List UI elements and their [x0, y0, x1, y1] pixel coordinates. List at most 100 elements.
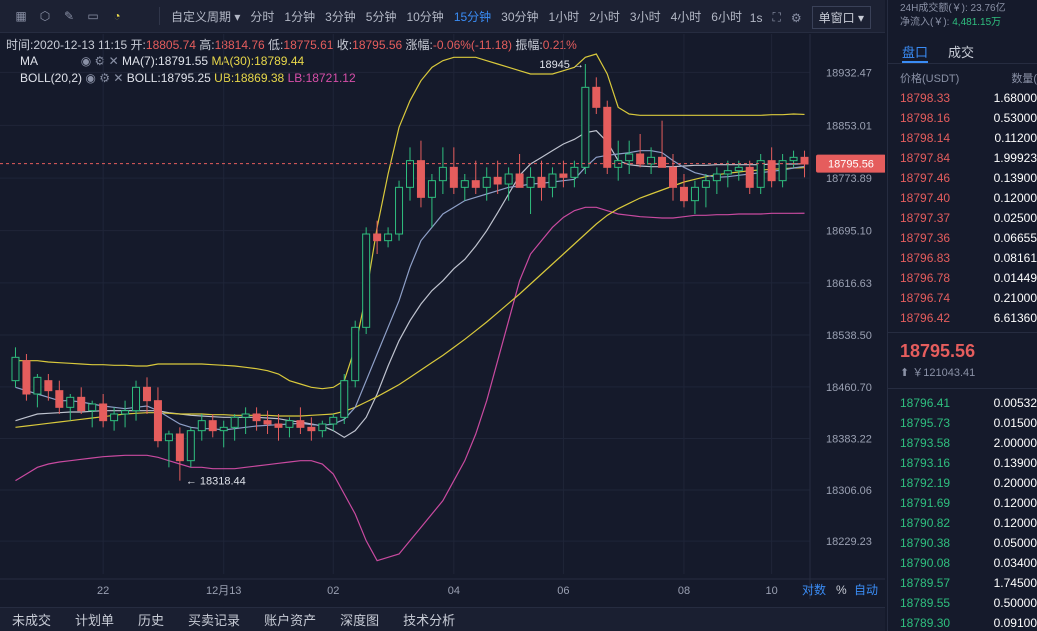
candle-body — [197, 420, 206, 432]
ask-row[interactable]: 18796.42 6.61360 — [888, 308, 1037, 328]
period-5[interactable]: 15分钟 — [453, 9, 492, 24]
settings-icon[interactable]: ⚙ — [94, 54, 106, 68]
ma30-value: MA(30):18789.44 — [211, 54, 305, 68]
bid-row[interactable]: 18789.55 0.50000 — [888, 593, 1037, 613]
period-6[interactable]: 30分钟 — [501, 9, 539, 24]
chart-svg[interactable]: 18932.47 18853.01 18773.89 18695.10 18616.63… — [0, 34, 886, 604]
single-window-dropdown[interactable]: 单窗口 ▾ — [811, 6, 871, 29]
period-10[interactable]: 4小时 — [670, 9, 702, 24]
current-price-label: 18795.56 — [828, 159, 874, 171]
candle-body — [460, 180, 469, 188]
ask-qty: 0.13900 — [993, 171, 1037, 185]
log-toggle[interactable]: 对数 — [802, 582, 826, 597]
layout-icon[interactable]: ▭ — [87, 9, 99, 23]
custom-period-dropdown[interactable]: 自定义周期 ▾ — [171, 9, 241, 24]
bid-row[interactable]: 18790.08 0.03400 — [888, 553, 1037, 573]
percent-toggle[interactable]: % — [836, 583, 847, 597]
y-tick-label: 18383.22 — [826, 434, 872, 446]
bottom-tab-5[interactable]: 深度图 — [340, 613, 380, 628]
chart-type-icon[interactable]: ▦ — [15, 9, 27, 23]
ma-legend: MA ◉ ⚙ ✕ MA(7):18791.55 MA(30):18789.44 — [20, 54, 304, 68]
candle-body — [285, 420, 294, 428]
ask-row[interactable]: 18797.46 0.13900 — [888, 168, 1037, 188]
ma7-value: MA(7):18791.55 — [122, 54, 209, 68]
ask-row[interactable]: 18797.40 0.12000 — [888, 188, 1037, 208]
period-11[interactable]: 6小时 — [711, 9, 742, 24]
toolbar-icons: ▦ ⬡ ✎ ▭ ◔ — [0, 9, 153, 23]
bid-qty: 0.50000 — [993, 596, 1037, 610]
interval-1s[interactable]: 1s — [749, 10, 763, 25]
indicator-icon[interactable]: ⬡ — [39, 9, 51, 23]
candle-body — [351, 326, 360, 382]
candle-body — [745, 166, 754, 188]
bid-row[interactable]: 18793.58 2.00000 — [888, 433, 1037, 453]
ask-row[interactable]: 18798.33 1.68000 — [888, 88, 1037, 108]
bottom-tab-2[interactable]: 历史 — [138, 613, 165, 628]
period-8[interactable]: 2小时 — [589, 9, 620, 24]
candle-body — [230, 416, 239, 428]
bottom-tab-0[interactable]: 未成交 — [12, 613, 52, 628]
candle-body — [427, 180, 436, 198]
change-label: 涨幅: — [405, 38, 433, 52]
ask-row[interactable]: 18797.36 0.06655 — [888, 228, 1037, 248]
bid-qty: 0.13900 — [993, 456, 1037, 470]
x-tick-label: 12月13 — [206, 585, 241, 597]
bid-row[interactable]: 18792.19 0.20000 — [888, 473, 1037, 493]
ask-row[interactable]: 18797.37 0.02500 — [888, 208, 1037, 228]
boll-lower-line — [15, 206, 805, 562]
ask-row[interactable]: 18796.78 0.01449 — [888, 268, 1037, 288]
ask-row[interactable]: 18796.74 0.21000 — [888, 288, 1037, 308]
candle-body — [186, 430, 195, 462]
toolbar-right: 1s ⛶ ⚙ 单窗口 ▾ — [750, 6, 871, 29]
auto-toggle[interactable]: 自动 — [854, 583, 878, 597]
ask-row[interactable]: 18798.16 0.53000 — [888, 108, 1037, 128]
close-icon[interactable]: ✕ — [108, 54, 119, 68]
eye-icon[interactable]: ◉ — [80, 54, 92, 68]
bid-row[interactable]: 18789.57 1.74500 — [888, 573, 1037, 593]
lb-value: LB:18721.12 — [287, 71, 356, 85]
candle-body — [548, 173, 557, 188]
bid-row[interactable]: 18790.82 0.12000 — [888, 513, 1037, 533]
bid-row[interactable]: 18789.30 0.09100 — [888, 613, 1037, 631]
bottom-tab-6[interactable]: 技术分析 — [403, 613, 456, 628]
ask-price: 18797.84 — [900, 151, 951, 165]
period-1[interactable]: 1分钟 — [284, 9, 316, 24]
bid-row[interactable]: 18795.73 0.01500 — [888, 413, 1037, 433]
tab-order-book[interactable]: 盘口 — [902, 42, 929, 63]
ask-row[interactable]: 18796.83 0.08161 — [888, 248, 1037, 268]
price-chart[interactable]: 18932.47 18853.01 18773.89 18695.10 18616.63… — [0, 34, 886, 604]
amp-label: 振幅: — [515, 38, 543, 52]
period-4[interactable]: 10分钟 — [406, 9, 444, 24]
settings-icon[interactable]: ⚙ — [99, 71, 110, 85]
book-header: 价格(USDT) 数量( — [888, 64, 1037, 88]
candle-body — [701, 180, 710, 188]
ask-price: 18796.78 — [900, 271, 951, 285]
period-7[interactable]: 1小时 — [548, 9, 580, 24]
period-2[interactable]: 3分钟 — [325, 9, 356, 24]
bottom-tab-3[interactable]: 买卖记录 — [188, 613, 241, 628]
period-0[interactable]: 分时 — [250, 9, 275, 24]
ask-row[interactable]: 18797.84 1.99923 — [888, 148, 1037, 168]
bid-price: 18793.58 — [900, 436, 951, 450]
draw-icon[interactable]: ✎ — [63, 9, 75, 23]
eye-icon[interactable]: ◉ — [85, 71, 96, 85]
candle-body — [33, 376, 42, 395]
bid-row[interactable]: 18790.38 0.05000 — [888, 533, 1037, 553]
bottom-tab-4[interactable]: 账户资产 — [264, 613, 317, 628]
bid-row[interactable]: 18793.16 0.13900 — [888, 453, 1037, 473]
period-3[interactable]: 5分钟 — [365, 9, 397, 24]
close-icon[interactable]: ✕ — [113, 71, 124, 85]
period-9[interactable]: 3小时 — [629, 9, 661, 24]
timer-icon[interactable]: ◔ — [113, 9, 121, 23]
fullscreen-icon[interactable]: ⛶ — [772, 10, 781, 24]
custom-period-label: 自定义周期 — [171, 9, 232, 24]
ask-qty: 0.12000 — [993, 191, 1037, 205]
candle-body — [723, 170, 732, 175]
tab-trades[interactable]: 成交 — [948, 45, 975, 60]
bottom-tab-1[interactable]: 计划单 — [75, 613, 115, 628]
boll-upper-line — [15, 53, 805, 390]
bid-row[interactable]: 18791.69 0.12000 — [888, 493, 1037, 513]
ask-row[interactable]: 18798.14 0.11200 — [888, 128, 1037, 148]
settings-icon[interactable]: ⚙ — [790, 10, 802, 25]
bid-row[interactable]: 18796.41 0.00532 — [888, 393, 1037, 413]
